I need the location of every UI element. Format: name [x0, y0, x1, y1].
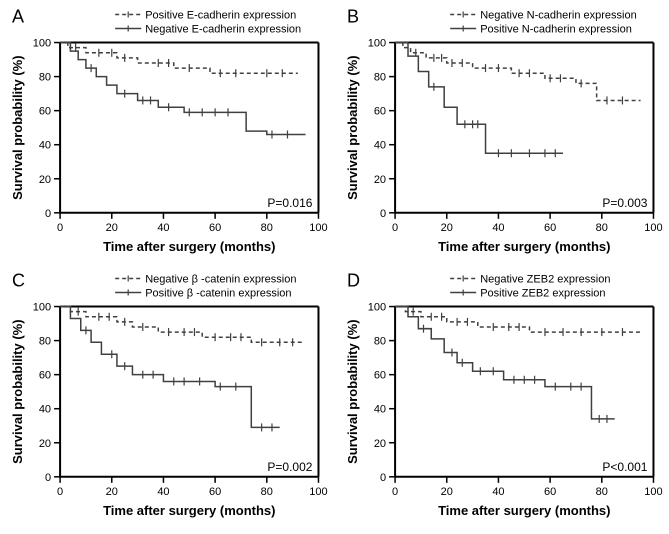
p-value: P<0.001	[602, 460, 647, 474]
panel-label: A	[12, 7, 24, 27]
x-tick-label: 60	[209, 222, 221, 234]
x-tick-label: 60	[543, 486, 555, 498]
panel-b: B 0 20 40 60 80 100 0 20 40 60 80 100 Time after surg…	[335, 0, 669, 264]
legend-label: Positive β -catenin expression	[145, 288, 291, 300]
x-tick-label: 100	[309, 486, 327, 498]
x-tick-label: 80	[595, 486, 607, 498]
x-tick-label: 0	[57, 486, 63, 498]
y-tick-label: 80	[39, 336, 51, 348]
chart-grid: A 0 20 40 60 80 100 0 20 40 60 80 100 Time after surg…	[0, 0, 669, 518]
y-tick-label: 80	[373, 72, 385, 84]
x-tick-label: 40	[492, 486, 504, 498]
x-tick-label: 80	[261, 222, 273, 234]
y-tick-label: 20	[373, 438, 385, 450]
y-tick-label: 0	[379, 208, 385, 220]
panel-d: D 0 20 40 60 80 100 0 20 40 60 80 100 Time after surg…	[335, 264, 669, 528]
y-tick-label: 100	[367, 302, 385, 314]
y-tick-label: 40	[39, 140, 51, 152]
panel-label: B	[347, 7, 359, 27]
y-tick-label: 0	[379, 472, 385, 484]
panel-label: D	[347, 271, 360, 291]
x-tick-label: 40	[492, 222, 504, 234]
legend-label: Negative N-cadherin expression	[480, 10, 637, 22]
y-tick-label: 80	[373, 336, 385, 348]
survival-curve	[60, 307, 280, 428]
x-tick-label: 60	[209, 486, 221, 498]
x-axis-label: Time after surgery (months)	[103, 503, 275, 518]
y-axis-label: Survival probability (%)	[345, 55, 360, 199]
x-tick-label: 20	[440, 486, 452, 498]
legend-label: Positive E-cadherin expression	[145, 10, 296, 22]
x-tick-label: 0	[57, 222, 63, 234]
y-tick-label: 60	[39, 106, 51, 118]
x-tick-label: 100	[644, 222, 662, 234]
survival-curve	[395, 43, 563, 154]
x-tick-label: 80	[595, 222, 607, 234]
y-tick-label: 100	[367, 38, 385, 50]
x-tick-label: 100	[309, 222, 327, 234]
legend-label: Negative β -catenin expression	[145, 274, 296, 286]
y-tick-label: 40	[39, 404, 51, 416]
x-tick-label: 80	[261, 486, 273, 498]
p-value: P=0.016	[267, 196, 312, 210]
y-axis-label: Survival probability (%)	[10, 55, 25, 199]
y-axis-label: Survival probability (%)	[345, 320, 360, 464]
y-tick-label: 0	[45, 208, 51, 220]
y-axis-label: Survival probability (%)	[10, 320, 25, 464]
x-tick-label: 20	[440, 222, 452, 234]
p-value: P=0.003	[602, 196, 647, 210]
y-tick-label: 20	[39, 438, 51, 450]
x-tick-label: 20	[106, 222, 118, 234]
y-tick-label: 80	[39, 72, 51, 84]
legend-label: Negative E-cadherin expression	[145, 24, 301, 36]
y-tick-label: 0	[45, 472, 51, 484]
survival-curve	[395, 43, 640, 101]
x-tick-label: 0	[392, 222, 398, 234]
legend-label: Positive N-cadherin expression	[480, 24, 632, 36]
x-axis-label: Time after surgery (months)	[438, 503, 610, 518]
panel-c: C 0 20 40 60 80 100 0 20 40 60 80 100 Time after surg…	[0, 264, 335, 528]
x-tick-label: 60	[543, 222, 555, 234]
x-tick-label: 20	[106, 486, 118, 498]
y-tick-label: 60	[373, 370, 385, 382]
legend-label: Negative ZEB2 expression	[480, 274, 610, 286]
y-tick-label: 20	[373, 174, 385, 186]
x-tick-label: 40	[157, 486, 169, 498]
p-value: P=0.002	[267, 460, 312, 474]
y-tick-label: 40	[373, 140, 385, 152]
panel-label: C	[12, 271, 25, 291]
y-tick-label: 20	[39, 174, 51, 186]
survival-curve	[60, 307, 303, 343]
x-axis-label: Time after surgery (months)	[103, 239, 275, 254]
x-tick-label: 0	[392, 486, 398, 498]
y-tick-label: 100	[33, 302, 51, 314]
y-tick-label: 60	[39, 370, 51, 382]
survival-curve	[60, 43, 305, 135]
x-tick-label: 100	[644, 486, 662, 498]
y-tick-label: 40	[373, 404, 385, 416]
x-axis-label: Time after surgery (months)	[438, 239, 610, 254]
panel-a: A 0 20 40 60 80 100 0 20 40 60 80 100 Time after surg…	[0, 0, 335, 264]
x-tick-label: 40	[157, 222, 169, 234]
y-tick-label: 60	[373, 106, 385, 118]
legend-label: Positive ZEB2 expression	[480, 288, 605, 300]
y-tick-label: 100	[33, 38, 51, 50]
survival-curve	[395, 307, 615, 419]
